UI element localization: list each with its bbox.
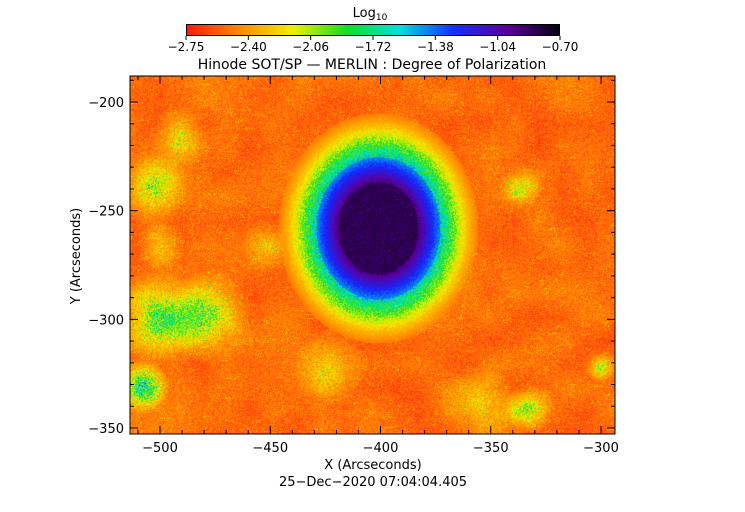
y-tick-label: −250 [88, 205, 124, 220]
x-axis-ticks: −500 −450 −400 −350 −300 [137, 76, 619, 456]
y-axis-ticks: −200 −250 −300 −350 [88, 79, 615, 437]
x-tick-label: −450 [252, 441, 288, 456]
colorbar-tick-label: −1.38 [417, 40, 454, 54]
x-tick-label: −400 [363, 441, 399, 456]
plot-frame [129, 75, 616, 435]
colorbar-tick-label: −2.75 [168, 40, 205, 54]
colorbar-tick-label: −1.04 [479, 40, 516, 54]
colorbar-tick-label: −2.06 [292, 40, 329, 54]
polarization-map-image [130, 76, 615, 434]
x-tick-label: −500 [142, 441, 178, 456]
y-tick-label: −300 [88, 313, 124, 328]
colorbar-tick-label: −0.70 [542, 40, 579, 54]
x-tick-label: −350 [473, 441, 509, 456]
x-axis-label: X (Arcseconds) [324, 458, 421, 473]
colorbar-tick-label: −1.72 [355, 40, 392, 54]
y-tick-label: −350 [88, 422, 124, 437]
y-axis-label: Y (Arcseconds) [69, 208, 84, 305]
timestamp: 25−Dec−2020 07:04:04.405 [279, 475, 467, 490]
colorbar-tick-label: −2.40 [230, 40, 267, 54]
colorbar-gradient [186, 24, 560, 36]
colorbar-ticks: −2.75 −2.40 −2.06 −1.72 −1.38 −1.04 −0.70 [168, 36, 579, 54]
y-tick-label: −200 [88, 96, 124, 111]
plot-title: Hinode SOT/SP — MERLIN : Degree of Polar… [198, 57, 547, 73]
colorbar-label: Log10 [353, 6, 388, 23]
x-tick-label: −300 [583, 441, 619, 456]
